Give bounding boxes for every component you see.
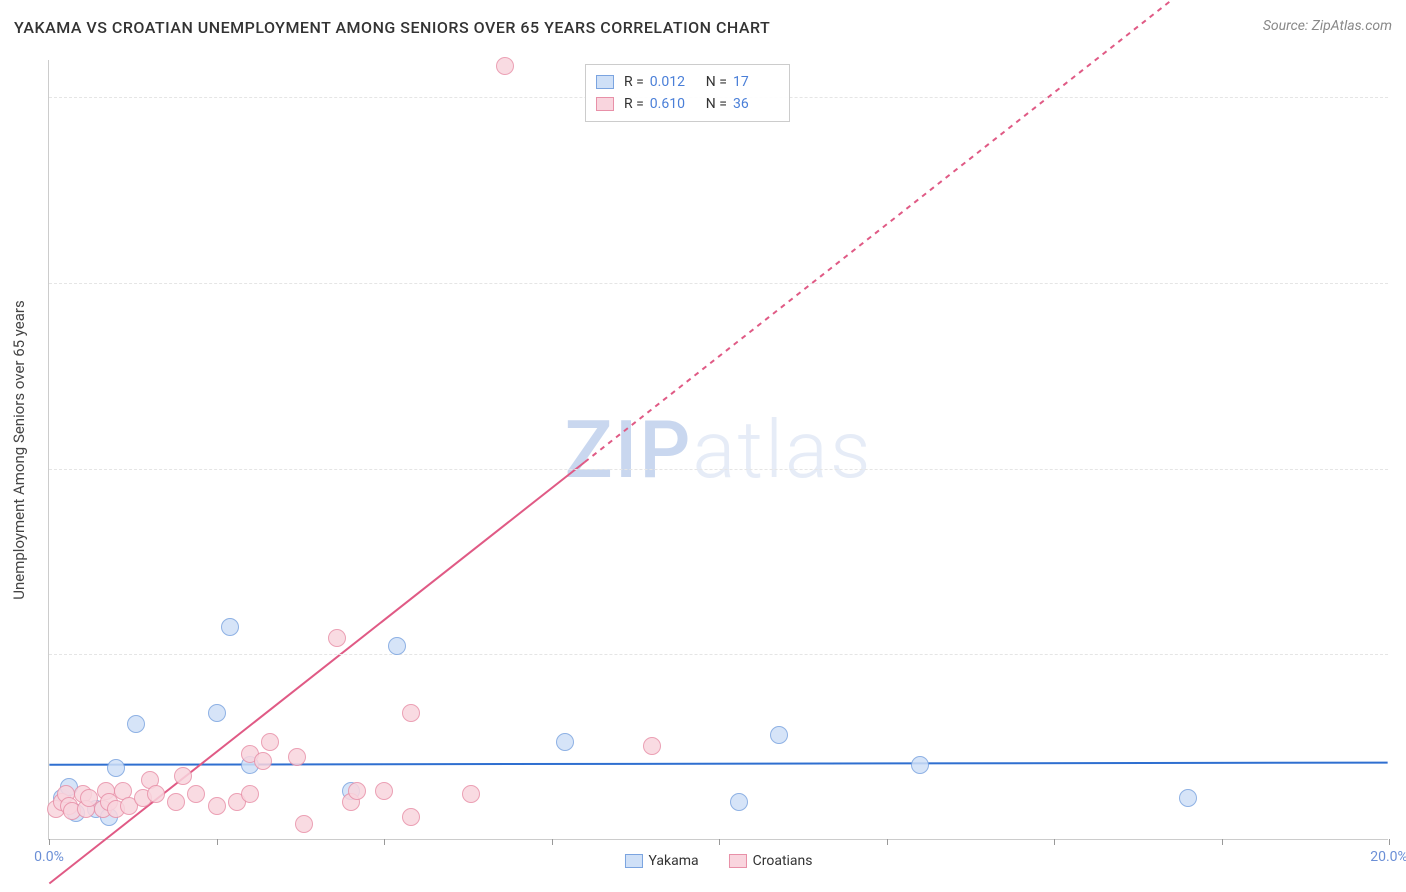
grid-line [49, 469, 1388, 470]
grid-line [49, 654, 1388, 655]
data-point [730, 793, 748, 811]
data-point [208, 704, 226, 722]
data-point [107, 759, 125, 777]
plot-area: Unemployment Among Seniors over 65 years… [48, 60, 1388, 840]
series-swatch [624, 854, 642, 868]
y-tick-label: 50.0% [1398, 461, 1406, 477]
x-tick [49, 839, 50, 845]
x-tick [384, 839, 385, 845]
y-tick-label: 75.0% [1398, 275, 1406, 291]
stats-row: R =0.012N =17 [596, 71, 779, 93]
data-point [288, 748, 306, 766]
data-point [208, 797, 226, 815]
data-point [127, 715, 145, 733]
data-point [328, 629, 346, 647]
x-tick [217, 839, 218, 845]
data-point [187, 785, 205, 803]
data-point [348, 782, 366, 800]
stats-legend: R =0.012N =17R =0.610N =36 [585, 64, 790, 122]
data-point [254, 752, 272, 770]
data-point [221, 618, 239, 636]
x-tick [887, 839, 888, 845]
stats-row: R =0.610N =36 [596, 93, 779, 115]
x-tick [719, 839, 720, 845]
data-point [496, 57, 514, 75]
x-tick [1222, 839, 1223, 845]
data-point [375, 782, 393, 800]
data-point [770, 726, 788, 744]
watermark: ZIPatlas [565, 403, 873, 497]
legend-item: Croatians [729, 853, 813, 869]
x-tick [552, 839, 553, 845]
data-point [402, 808, 420, 826]
grid-line [49, 283, 1388, 284]
data-point [462, 785, 480, 803]
data-point [643, 737, 661, 755]
x-tick [1389, 839, 1390, 845]
y-axis-title: Unemployment Among Seniors over 65 years [10, 300, 28, 599]
series-swatch [729, 854, 747, 868]
data-point [174, 767, 192, 785]
x-tick [1054, 839, 1055, 845]
data-point [911, 756, 929, 774]
data-point [241, 785, 259, 803]
x-tick-label: 20.0% [1370, 849, 1406, 865]
data-point [147, 785, 165, 803]
data-point [167, 793, 185, 811]
trend-lines [49, 60, 1388, 839]
legend-item: Yakama [624, 853, 698, 869]
x-tick-label: 0.0% [34, 849, 64, 865]
data-point [295, 815, 313, 833]
data-point [402, 704, 420, 722]
data-point [388, 637, 406, 655]
data-point [261, 733, 279, 751]
source-attribution: Source: ZipAtlas.com [1263, 18, 1392, 34]
series-legend: Yakama Croatians [624, 853, 812, 869]
series-swatch [596, 97, 614, 111]
data-point [1179, 789, 1197, 807]
data-point [556, 733, 574, 751]
y-tick-label: 100.0% [1398, 89, 1406, 105]
y-tick-label: 25.0% [1398, 646, 1406, 662]
chart-title: YAKAMA VS CROATIAN UNEMPLOYMENT AMONG SE… [14, 18, 770, 37]
series-swatch [596, 75, 614, 89]
